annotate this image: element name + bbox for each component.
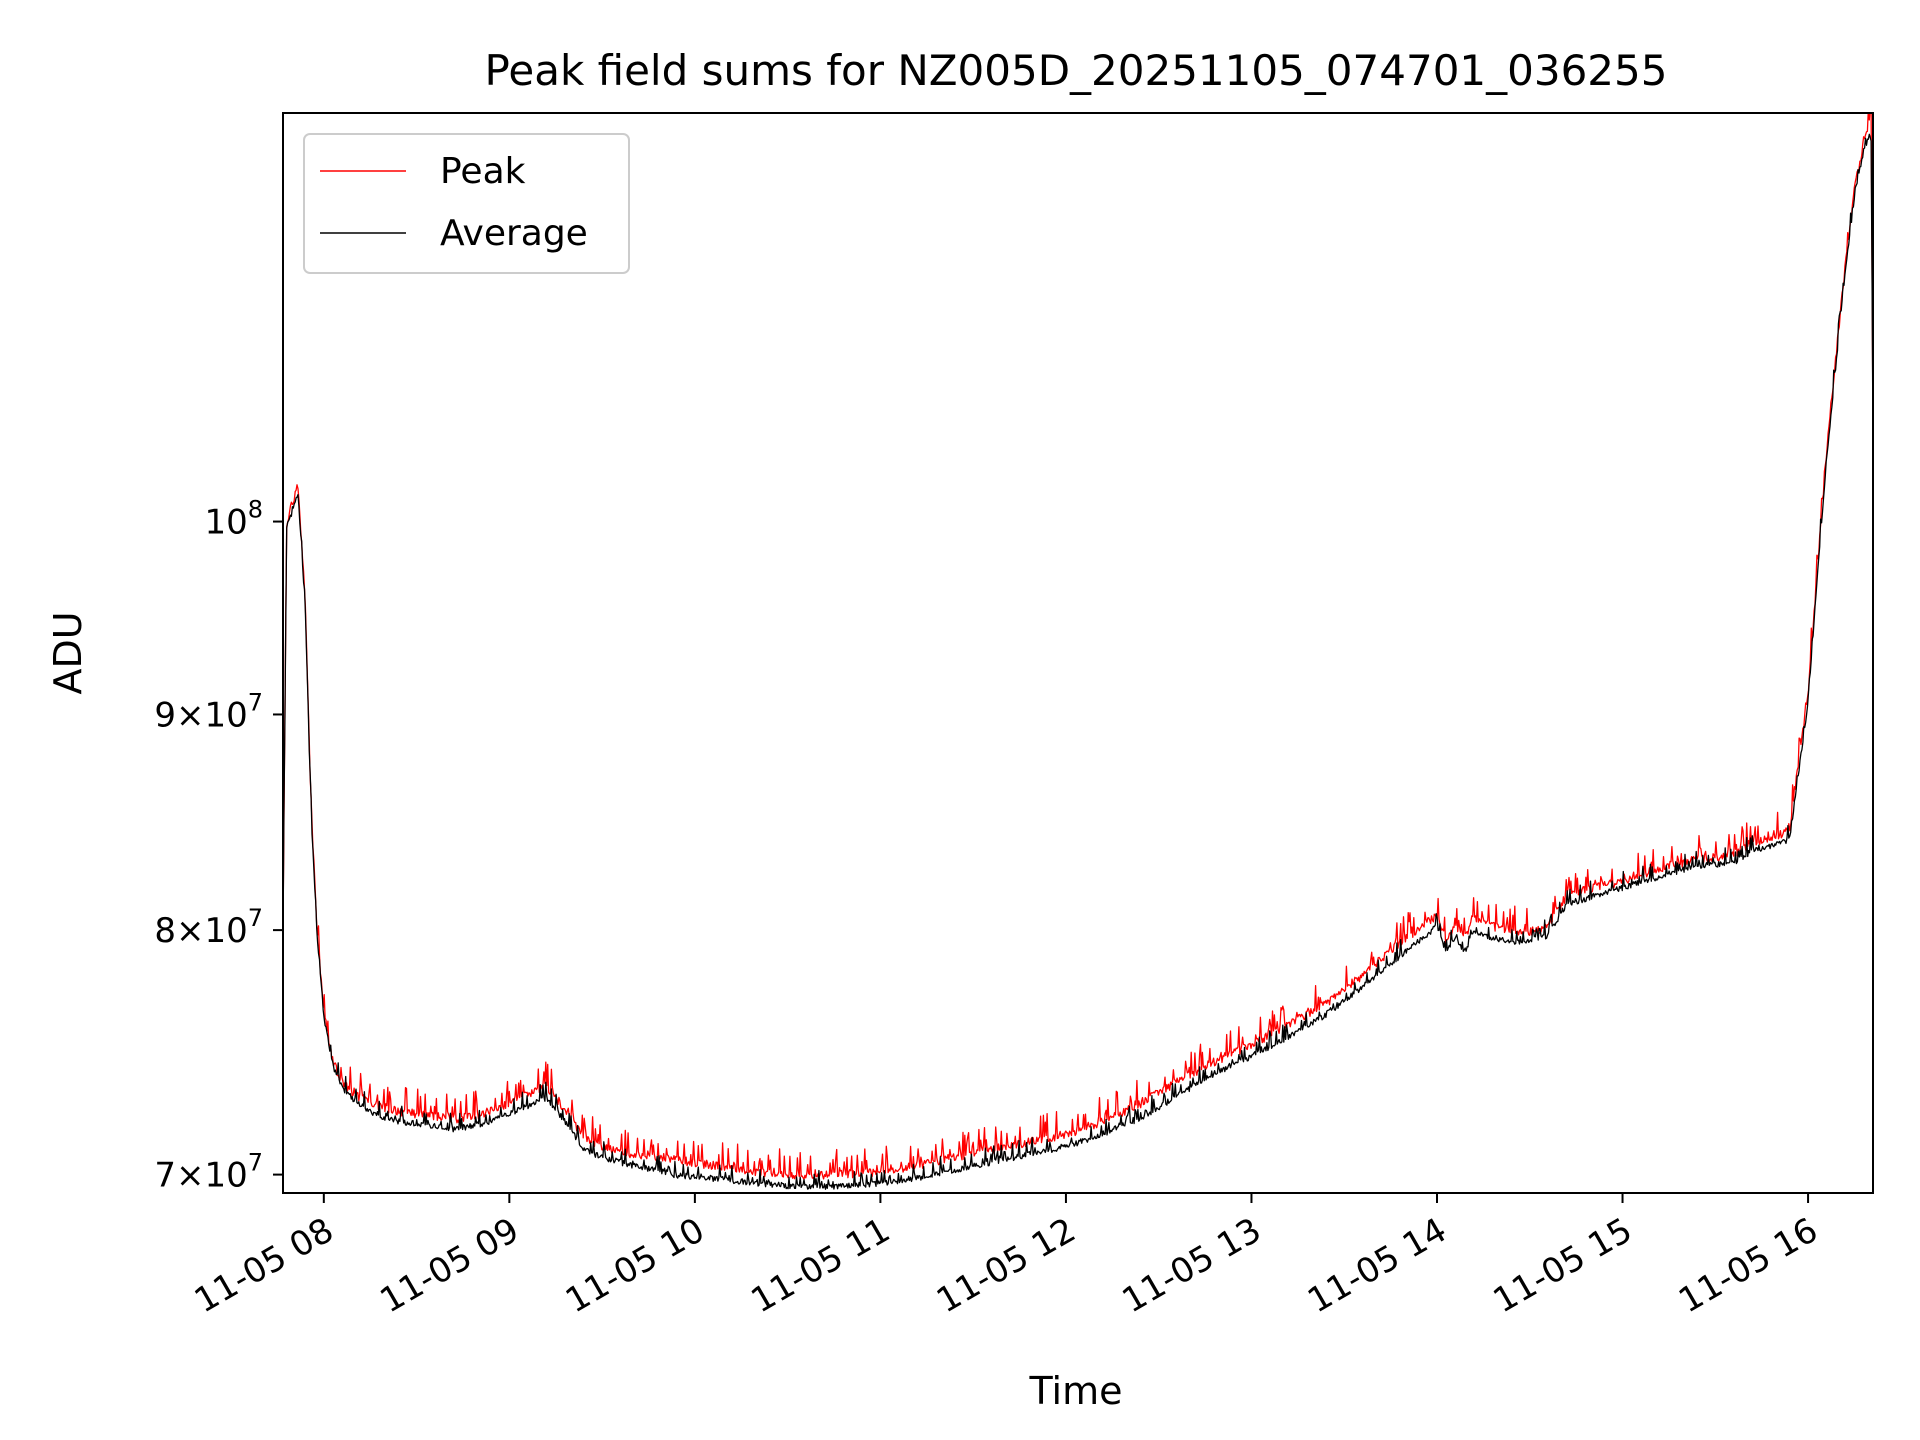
x-axis-label: Time	[1029, 1369, 1123, 1413]
y-tick-base: 10	[204, 1156, 247, 1196]
y-tick-label: 8×107	[154, 904, 263, 951]
y-tick-base: 10	[204, 911, 247, 951]
y-axis-label: ADU	[46, 611, 90, 694]
plot-frame	[282, 112, 1874, 1194]
series-line-peak	[283, 113, 1873, 1180]
y-tick-mantissa: 8×	[154, 911, 204, 951]
y-tick-exponent: 7	[248, 1149, 263, 1177]
y-tick-exponent: 8	[248, 496, 263, 524]
x-tick-label: 11-05 13	[1116, 1210, 1268, 1321]
legend-label-average: Average	[440, 213, 588, 254]
x-axis: 11-05 08 11-05 09 11-05 10 11-05 11 11-05 12…	[188, 1193, 1825, 1321]
y-tick-exponent: 7	[248, 904, 263, 932]
plot-area	[282, 112, 1874, 1194]
plot-background	[283, 113, 1873, 1193]
series-line-average	[283, 133, 1873, 1190]
x-tick-label: 11-05 09	[373, 1210, 525, 1321]
x-tick-label: 11-05 10	[559, 1210, 711, 1321]
legend-box	[303, 133, 630, 274]
y-tick-label: 9×107	[154, 688, 263, 735]
y-tick-mantissa: 9×	[154, 695, 204, 735]
y-tick-label: 108	[204, 496, 263, 543]
x-tick-label: 11-05 15	[1487, 1210, 1639, 1321]
legend-label-peak: Peak	[440, 151, 526, 192]
chart-title: Peak field sums for NZ005D_20251105_0747…	[485, 46, 1668, 95]
y-tick-exponent: 7	[248, 688, 263, 716]
y-tick-label: 7×107	[154, 1149, 263, 1196]
y-tick-base: 10	[204, 503, 247, 543]
y-tick-mantissa: 7×	[154, 1156, 204, 1196]
legend: Peak Average	[303, 133, 630, 274]
y-tick-base: 10	[204, 695, 247, 735]
x-tick-label: 11-05 08	[188, 1210, 340, 1321]
x-tick-label: 11-05 11	[745, 1210, 897, 1321]
x-tick-label: 11-05 14	[1301, 1210, 1453, 1321]
x-tick-label: 11-05 16	[1672, 1210, 1824, 1321]
x-tick-label: 11-05 12	[930, 1210, 1082, 1321]
